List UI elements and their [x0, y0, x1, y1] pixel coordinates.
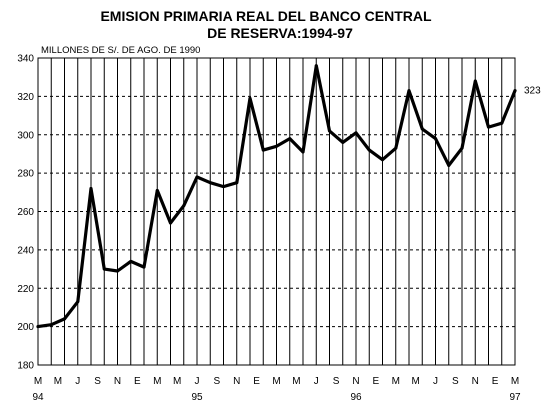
x-tick-label: M [292, 376, 300, 387]
data-point [487, 125, 490, 129]
x-tick-label: J [195, 376, 200, 387]
x-tick-label: M [272, 376, 280, 387]
x-tick-label: E [134, 376, 141, 387]
data-points [36, 64, 517, 329]
x-tick-label: N [472, 376, 479, 387]
data-point [447, 164, 451, 167]
data-point [407, 89, 411, 93]
y-tick-label: 320 [17, 92, 34, 103]
x-tick-label: E [373, 376, 380, 387]
data-point [169, 221, 172, 225]
x-tick-label: J [433, 376, 438, 387]
y-tick-label: 340 [17, 54, 34, 65]
data-point [394, 146, 398, 150]
x-tick-labels: M M J S N E M M J S N E M M J S N E M M J S N E M94 95 96 97 [32, 376, 521, 403]
x-year-label: 94 [32, 392, 44, 403]
data-point [63, 317, 66, 321]
data-point [129, 259, 133, 263]
x-tick-label: N [233, 376, 240, 387]
x-tick-label: N [352, 376, 359, 387]
data-point [222, 185, 225, 188]
x-tick-label: M [392, 376, 400, 387]
data-point [49, 323, 53, 327]
data-point [473, 79, 477, 83]
x-year-label: 96 [350, 392, 362, 403]
x-tick-label: M [153, 376, 161, 387]
data-point [341, 141, 345, 144]
y-tick-label: 180 [17, 361, 34, 372]
data-point [314, 64, 318, 68]
x-tick-label: S [94, 376, 101, 387]
y-tick-label: 200 [17, 322, 34, 333]
chart-title-line-2: DE RESERVA:1994-97 [207, 25, 353, 41]
data-point [155, 188, 159, 192]
y-tick-labels: 180 200 220 240 260 280 300 320 340 [17, 54, 34, 372]
x-year-label: 95 [191, 392, 203, 403]
data-point [102, 267, 106, 271]
data-point [36, 325, 40, 329]
chart-title-line-1: EMISION PRIMARIA REAL DEL BANCO CENTRAL [100, 8, 432, 24]
data-point [235, 181, 239, 185]
x-tick-label: S [214, 376, 221, 387]
data-point [434, 137, 437, 140]
x-tick-label: J [314, 376, 319, 387]
data-point [76, 300, 80, 304]
x-tick-label: J [75, 376, 80, 387]
data-point [288, 137, 292, 140]
y-tick-label: 220 [17, 284, 34, 295]
data-point [182, 204, 186, 208]
x-year-label: 97 [509, 392, 521, 403]
y-tick-label: 240 [17, 245, 34, 256]
data-point [420, 127, 424, 131]
data-point [367, 148, 371, 152]
x-tick-label: M [54, 376, 62, 387]
x-tick-label: M [34, 376, 42, 387]
x-tick-label: M [173, 376, 181, 387]
data-point [354, 131, 358, 135]
plot-frame [37, 57, 516, 366]
data-point [513, 89, 517, 93]
y-tick-label: 280 [17, 169, 34, 180]
y-tick-label: 300 [17, 130, 34, 141]
data-point [116, 269, 119, 273]
data-point [275, 144, 278, 148]
data-point [208, 181, 212, 185]
grid-lines [38, 58, 515, 365]
data-point [261, 148, 265, 152]
x-tick-label: M [411, 376, 419, 387]
units-label: MILLONES DE S/. DE AGO. DE 1990 [41, 45, 200, 56]
x-tick-label: S [333, 376, 340, 387]
data-point [328, 129, 331, 133]
data-point [381, 158, 384, 162]
data-point [500, 121, 504, 125]
data-point [460, 146, 464, 150]
data-point [89, 187, 93, 190]
x-tick-label: N [114, 376, 121, 387]
y-tick-label: 260 [17, 207, 34, 218]
data-point [142, 265, 146, 269]
end-value-label: 323 [524, 86, 541, 97]
x-tick-label: E [253, 376, 260, 387]
data-point [301, 150, 305, 154]
x-tick-label: E [492, 376, 499, 387]
x-tick-label: M [511, 376, 519, 387]
data-point [248, 96, 252, 100]
x-tick-label: S [452, 376, 459, 387]
data-point [195, 175, 199, 179]
